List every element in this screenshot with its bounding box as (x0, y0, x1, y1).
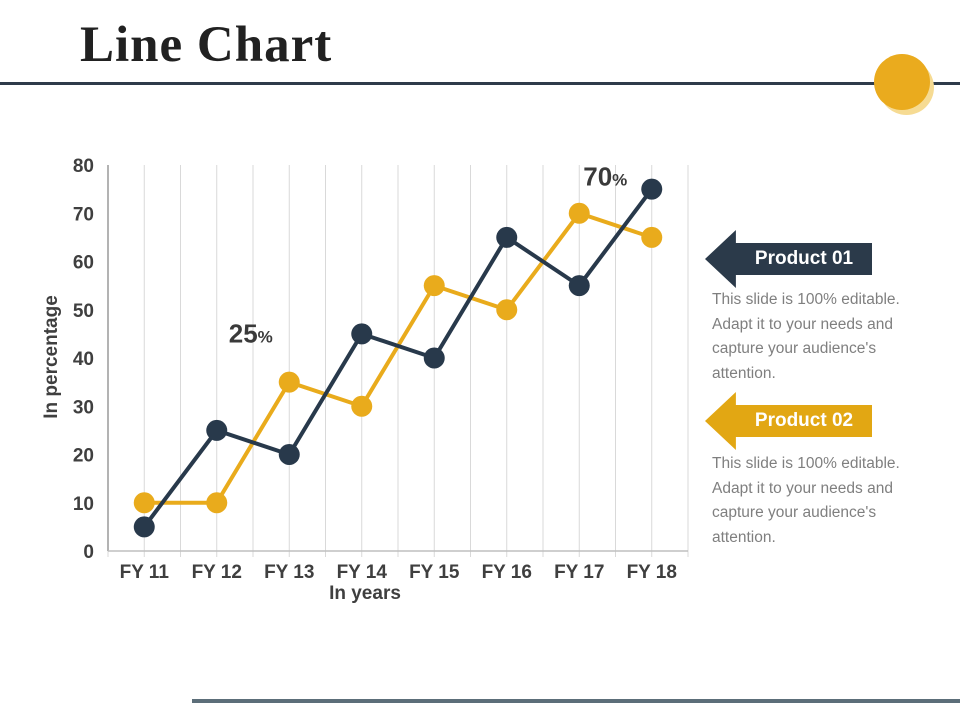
x-tick-label: FY 15 (409, 562, 460, 583)
data-point-marker (206, 492, 228, 514)
footer-divider-line (192, 699, 960, 703)
data-point-marker (351, 395, 373, 417)
data-point-marker (568, 202, 590, 224)
x-tick-label: FY 18 (627, 562, 677, 583)
x-tick-label: FY 13 (264, 562, 314, 583)
line-chart-svg: 0 10 20 30 40 50 60 70 80 FY 11 FY 12 FY 13 FY 14 FY … (41, 156, 689, 604)
y-tick-label: 20 (73, 446, 94, 467)
data-point-marker (133, 492, 155, 514)
data-label-annotation: 25% (229, 318, 273, 348)
y-tick-label: 40 (73, 349, 94, 370)
data-point-marker (496, 226, 518, 248)
legend-arrow-product-01: Product 01 (705, 230, 872, 288)
x-tick-label: FY 11 (120, 562, 170, 583)
x-axis-title: In years (329, 583, 401, 604)
data-point-marker (278, 371, 300, 393)
data-point-marker (351, 323, 373, 345)
y-tick-label: 60 (73, 253, 94, 274)
header-divider-line (0, 82, 960, 85)
y-tick-label: 10 (73, 494, 94, 515)
y-tick-label: 80 (73, 156, 94, 177)
data-point-marker (133, 516, 155, 538)
data-point-marker (423, 275, 445, 297)
y-axis-title: In percentage (41, 295, 62, 419)
y-tick-label: 50 (73, 301, 94, 322)
product-01-description: This slide is 100% editable. Adapt it to… (712, 291, 900, 382)
y-tick-label: 30 (73, 397, 94, 418)
y-tick-label: 0 (83, 542, 94, 563)
data-point-marker (496, 299, 518, 321)
x-tick-label: FY 12 (192, 562, 242, 583)
data-point-marker (641, 178, 663, 200)
legend-arrow-label: Product 01 (754, 248, 854, 269)
data-point-marker (278, 444, 300, 465)
x-tick-label: FY 14 (337, 562, 388, 583)
slide-title: Line Chart (80, 17, 333, 73)
product-02-description: This slide is 100% editable. Adapt it to… (712, 455, 900, 546)
data-point-marker (641, 226, 663, 248)
x-tick-label: FY 16 (482, 562, 532, 583)
line-chart: 0 10 20 30 40 50 60 70 80 FY 11 FY 12 FY 13 FY 14 FY … (40, 150, 700, 620)
data-point-marker (568, 275, 590, 297)
legend-arrow-label: Product 02 (754, 410, 854, 431)
data-point-marker (206, 419, 228, 441)
legend-arrow-product-02: Product 02 (705, 392, 872, 450)
series-line-product-01 (142, 187, 654, 529)
data-point-marker (423, 347, 445, 369)
y-tick-label: 70 (73, 204, 94, 225)
data-label-annotation: 70% (583, 161, 627, 191)
header-accent-circle (874, 54, 930, 110)
x-tick-label: FY 17 (554, 562, 604, 583)
